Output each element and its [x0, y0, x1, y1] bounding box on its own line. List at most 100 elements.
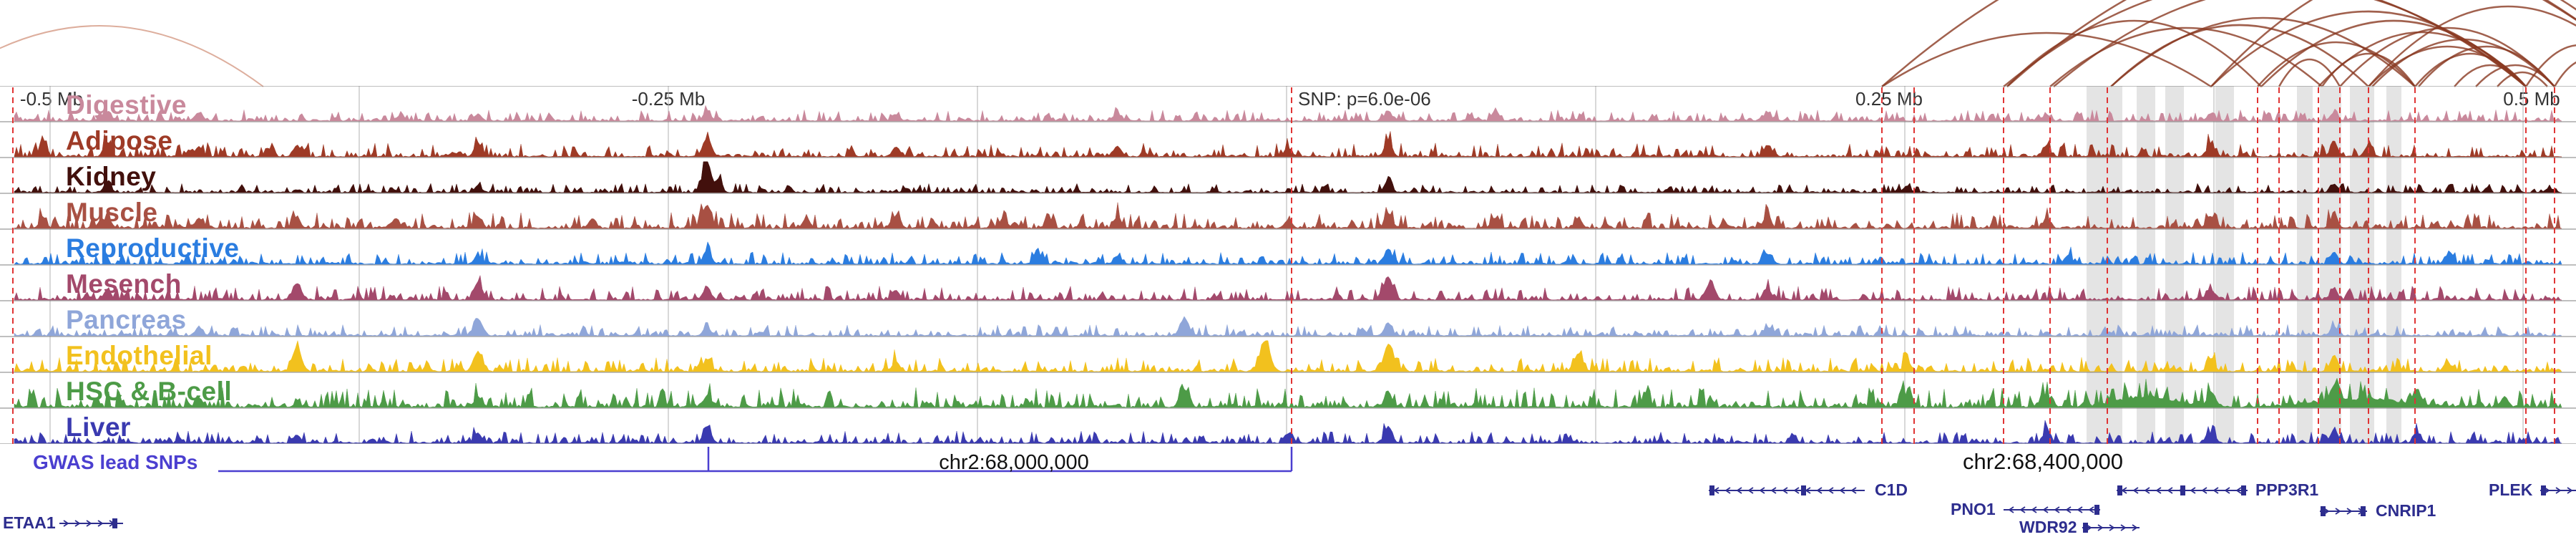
gene-strand-arrow — [2224, 487, 2230, 494]
track-label-kidney[interactable]: Kidney — [66, 162, 157, 191]
gene-label-plek[interactable]: PLEK — [2489, 480, 2533, 499]
gene-strand-arrow — [2167, 487, 2173, 494]
ruler-label-0-5mb: 0.5 Mb — [2503, 88, 2560, 110]
interaction-arc — [2454, 64, 2527, 87]
coordinate-label-right: chr2:68,400,000 — [1962, 449, 2124, 474]
interaction-arc — [0, 25, 264, 87]
gene-strand-arrow — [2335, 508, 2341, 515]
gene-exon — [2094, 505, 2099, 515]
gene-strand-arrow — [2042, 506, 2049, 513]
signal-tracks-plot[interactable] — [0, 86, 2576, 444]
track-label-mesench[interactable]: Mesench — [66, 269, 182, 299]
gene-strand-arrow — [2132, 487, 2139, 494]
gene-strand-arrow — [1850, 487, 1857, 494]
interaction-arc — [2210, 0, 2576, 87]
interaction-arc — [2553, 62, 2576, 87]
ruler-label-0-25mb: 0.25 Mb — [1855, 88, 1923, 110]
signal-track-digestive — [14, 105, 2562, 122]
gene-strand-arrow — [2077, 506, 2083, 513]
gene-strand-arrow — [1793, 487, 1800, 494]
gene-label-wdr92[interactable]: WDR92 — [2019, 518, 2077, 536]
gene-strand-arrow — [2120, 524, 2127, 531]
signal-track-kidney — [14, 161, 2562, 193]
gene-strand-arrow — [2567, 487, 2573, 494]
signal-track-adipose — [14, 131, 2562, 158]
interaction-arc — [2321, 52, 2416, 87]
gene-strand-arrow — [1839, 487, 1845, 494]
track-label-muscle[interactable]: Muscle — [66, 198, 158, 227]
gene-strand-arrow — [2190, 487, 2196, 494]
gene-label-cnrip1[interactable]: CNRIP1 — [2376, 501, 2436, 520]
gene-strand-arrow — [2109, 524, 2115, 531]
gwas-lead-snps-label: GWAS lead SNPs — [33, 451, 198, 473]
gene-strand-arrow — [86, 520, 92, 527]
gene-label-pno1[interactable]: PNO1 — [1951, 500, 1996, 518]
gene-strand-arrow — [74, 520, 81, 527]
track-label-digestive[interactable]: Digestive — [66, 90, 187, 120]
ruler-label-minus-0-5mb: -0.5 Mb — [19, 88, 84, 110]
gene-strand-arrow — [2346, 508, 2353, 515]
track-label-endothelial[interactable]: Endothelial — [66, 341, 213, 370]
interaction-arc — [2418, 45, 2555, 87]
gene-exon — [1801, 485, 1806, 495]
signal-track-liver — [14, 420, 2562, 444]
gene-strand-arrow — [1736, 487, 1742, 494]
gene-exon — [2180, 485, 2185, 495]
gene-strand-arrow — [2065, 506, 2072, 513]
gene-strand-arrow — [1828, 487, 1834, 494]
signal-track-endothelial — [14, 340, 2562, 372]
gene-strand-arrow — [1770, 487, 1777, 494]
gene-exon — [112, 518, 117, 528]
gene-strand-arrow — [1747, 487, 1754, 494]
gene-strand-arrow — [2031, 506, 2037, 513]
gene-strand-arrow — [2097, 524, 2104, 531]
gene-strand-arrow — [2132, 524, 2138, 531]
gene-exon — [2117, 485, 2122, 495]
interaction-arc — [2475, 64, 2555, 87]
gene-strand-arrow — [1816, 487, 1823, 494]
gene-strand-arrow — [97, 520, 104, 527]
gene-strand-arrow — [63, 520, 69, 527]
track-label-liver[interactable]: Liver — [66, 412, 131, 442]
track-label-reproductive[interactable]: Reproductive — [66, 233, 240, 263]
gene-exon — [2361, 506, 2366, 516]
gene-strand-arrow — [2008, 506, 2014, 513]
signal-track-muscle — [14, 202, 2562, 229]
interaction-arc — [2110, 16, 2416, 87]
gene-label-etaa1[interactable]: ETAA1 — [3, 513, 56, 532]
gene-strand-arrow — [1759, 487, 1765, 494]
interaction-arc — [2414, 52, 2527, 87]
gene-strand-arrow — [2555, 487, 2562, 494]
interaction-arc — [2524, 44, 2576, 87]
signal-track-mesench — [14, 274, 2562, 301]
gene-exon — [2321, 506, 2326, 516]
interaction-arc — [2368, 5, 2576, 87]
interaction-arc — [2497, 71, 2548, 87]
gene-strand-arrow — [2054, 506, 2060, 513]
gene-label-c1d[interactable]: C1D — [1875, 480, 1908, 499]
track-label-hsc-b-cell[interactable]: HSC & B-cell — [66, 377, 233, 406]
gene-label-ppp3r1[interactable]: PPP3R1 — [2255, 480, 2319, 499]
gene-strand-arrow — [2088, 506, 2094, 513]
gene-strand-arrow — [2201, 487, 2207, 494]
signal-track-pancreas — [14, 316, 2562, 337]
gene-strand-arrow — [2144, 487, 2150, 494]
gene-exon — [1709, 485, 1714, 495]
track-label-pancreas[interactable]: Pancreas — [66, 305, 187, 334]
snp-pvalue-label: SNP: p=6.0e-06 — [1298, 88, 1431, 110]
interaction-arc — [2006, 19, 2262, 87]
interaction-arc — [2371, 38, 2555, 87]
coordinate-label-left: chr2:68,000,000 — [939, 451, 1089, 474]
gene-strand-arrow — [2155, 487, 2162, 494]
gene-strand-arrow — [2235, 487, 2242, 494]
signal-track-hsc-b-cell — [14, 377, 2562, 408]
signal-track-reproductive — [14, 241, 2562, 265]
gene-strand-arrow — [2019, 506, 2026, 513]
annotation-area — [59, 447, 2576, 533]
gene-strand-arrow — [1782, 487, 1788, 494]
gene-exon — [2241, 485, 2246, 495]
interaction-arc — [2278, 58, 2341, 87]
interaction-arc — [2049, 26, 2323, 87]
track-label-adipose[interactable]: Adipose — [66, 126, 173, 155]
